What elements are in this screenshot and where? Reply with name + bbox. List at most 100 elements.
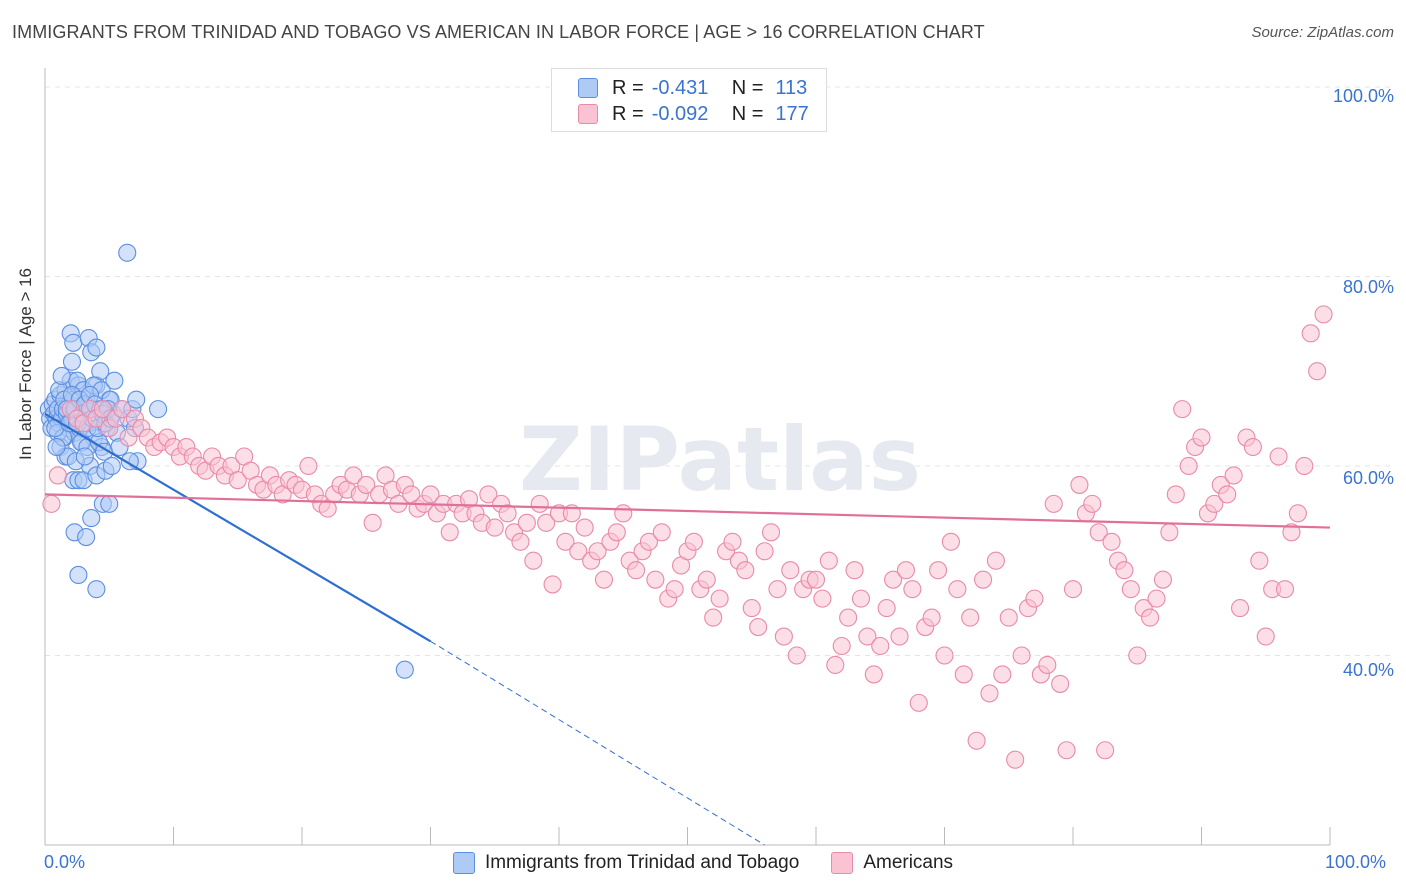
source-label: Source: ZipAtlas.com [1251,24,1394,41]
data-point [1083,494,1102,513]
data-point [77,527,96,547]
data-point [105,371,124,390]
data-point [1218,485,1237,504]
data-point [64,333,83,352]
data-point [1096,741,1115,760]
legend-swatch-pink [831,852,854,874]
data-point [813,589,832,608]
data-point [1128,646,1147,665]
trend-line [44,493,1331,529]
data-point [1308,362,1327,381]
data-point [1025,589,1044,608]
data-point [851,589,871,608]
legend-item-immigrants[interactable]: Immigrants from Trinidad and Tobago [452,852,799,874]
data-point [973,570,993,589]
data-point [575,518,594,537]
data-point [607,523,626,542]
stats-legend: R = -0.431 N = 113 R = -0.092 N = 177 [551,68,827,132]
data-point [1282,523,1301,542]
data-point [961,608,980,627]
data-point [1288,504,1307,523]
data-point [1224,466,1243,485]
data-point [52,366,71,386]
data-point [819,551,838,570]
data-point [588,542,607,561]
y-tick-label: 80.0% [1342,277,1394,297]
legend-swatch-pink [578,104,598,124]
data-point [627,561,646,580]
data-point [871,636,890,656]
trend-lines [44,412,1331,846]
x-tick-label: 0.0% [44,852,86,872]
data-point [1115,561,1134,580]
data-point [1153,570,1172,589]
data-point [1012,646,1031,665]
data-point [149,400,168,419]
data-point [614,504,633,523]
data-point [344,466,363,485]
data-point [87,338,106,357]
data-point [723,532,742,551]
data-point [755,542,774,561]
y-tick-label: 100.0% [1332,86,1394,106]
data-point [118,243,137,262]
data-point [864,665,883,684]
data-point [47,437,66,457]
data-point [1295,456,1314,476]
data-point [48,466,67,485]
data-point [967,731,986,750]
data-point [119,428,138,447]
n-value: 177 [775,102,809,125]
data-point [1141,608,1160,627]
r-value: -0.431 [651,76,709,99]
data-point [858,627,877,646]
data-point [299,456,318,476]
data-point [652,523,671,542]
chart-title: IMMIGRANTS FROM TRINIDAD AND TOBAGO VS A… [12,22,985,42]
data-point [569,542,588,561]
data-point [742,599,761,618]
data-point [1070,475,1089,494]
data-point [93,400,112,419]
data-point [896,561,916,580]
data-point [1256,627,1275,646]
data-point [1147,589,1166,608]
data-point [1231,599,1250,618]
y-tick-label: 60.0% [1342,468,1394,488]
data-point [1160,523,1179,542]
series-legend: Immigrants from Trinidad and Tobago Amer… [0,852,1406,874]
data-point [228,471,247,490]
grid-lines [45,86,1392,656]
data-point [62,352,82,371]
data-point [980,684,999,703]
trend-line [44,412,432,643]
legend-swatch-blue [452,852,475,874]
data-point [768,580,787,599]
data-point [890,627,909,646]
data-point [986,551,1005,570]
data-point [929,561,948,580]
data-point [1314,305,1333,324]
data-point [87,580,106,599]
data-point [903,580,922,599]
trend-line-extension [430,640,765,846]
data-point [749,618,768,637]
data-point [941,532,960,551]
watermark: ZIPatlas [519,408,921,511]
data-point [1089,523,1108,542]
data-point [485,518,504,537]
legend-item-americans[interactable]: Americans [831,852,953,874]
data-point [639,532,659,551]
legend-swatch-blue [578,78,598,98]
data-point [710,589,729,608]
data-point [999,608,1018,627]
data-point [530,494,549,513]
data-point [884,570,903,589]
data-point [102,456,121,476]
data-point [1205,494,1224,513]
data-point [684,532,703,551]
data-point [100,494,119,513]
data-point [1057,741,1076,760]
data-point [556,532,575,551]
n-label: N = [731,76,764,99]
